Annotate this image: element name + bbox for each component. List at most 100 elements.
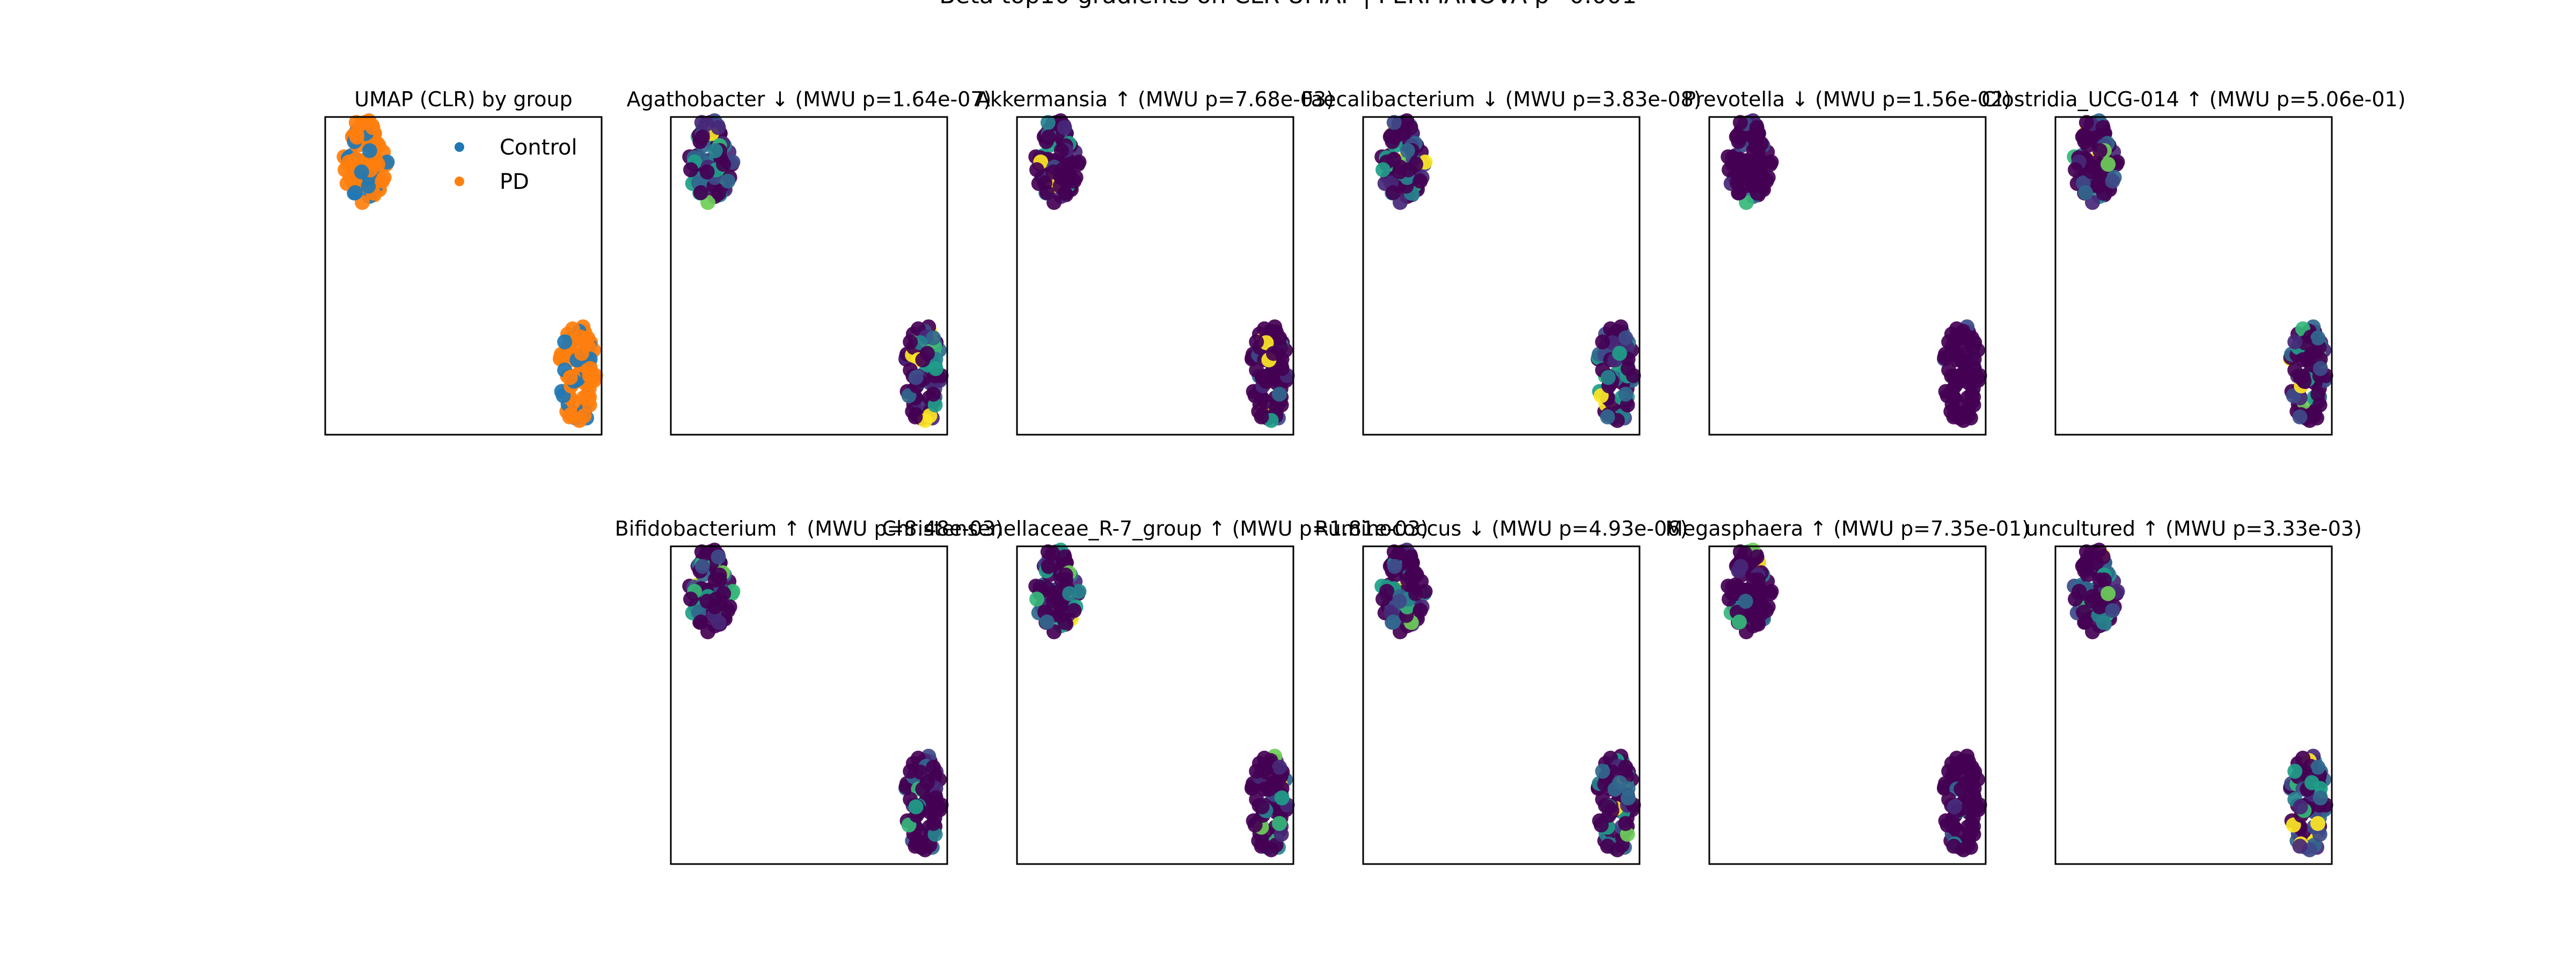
- data-point: [1618, 816, 1633, 831]
- panel-frame: [1708, 545, 1987, 865]
- data-point: [2092, 143, 2107, 158]
- data-point: [349, 129, 364, 145]
- data-point: [1029, 162, 1044, 178]
- panel-6: Bifidobacterium ↑ (MWU p=8.48e-03): [615, 517, 1003, 865]
- data-point: [908, 370, 924, 385]
- data-point: [1041, 559, 1056, 574]
- data-point: [908, 799, 924, 815]
- panel-frame: [324, 116, 603, 436]
- legend-marker: [455, 142, 464, 152]
- data-point: [1966, 790, 1982, 806]
- data-point: [908, 409, 923, 425]
- panel-frame: [1362, 545, 1641, 865]
- data-point: [1722, 591, 1737, 607]
- data-point: [1029, 591, 1044, 607]
- data-point: [903, 334, 918, 350]
- panel-title: Prevotella ↓ (MWU p=1.56e-02): [1684, 87, 2011, 111]
- data-point: [1045, 594, 1061, 609]
- data-point: [707, 572, 723, 588]
- data-point: [1045, 164, 1061, 180]
- data-point: [1274, 790, 1290, 806]
- data-point: [2079, 115, 2094, 130]
- data-point: [2079, 544, 2094, 560]
- data-point: [2304, 775, 2319, 791]
- data-point: [580, 386, 595, 402]
- panel-5: Clostridia_UCG-014 ↑ (MWU p=5.06e-01): [1981, 87, 2406, 436]
- data-point: [1612, 775, 1627, 791]
- data-point: [574, 346, 589, 361]
- data-point: [1272, 330, 1287, 346]
- panel-title: Agathobacter ↓ (MWU p=1.64e-07): [627, 87, 992, 111]
- panel-title: Clostridia_UCG-014 ↑ (MWU p=5.06e-01): [1981, 87, 2405, 111]
- data-point: [1413, 173, 1428, 189]
- data-point: [562, 409, 577, 425]
- data-point: [2084, 164, 2099, 180]
- data-point: [1732, 115, 1748, 130]
- data-point: [720, 603, 736, 618]
- legend-label: Control: [500, 135, 577, 160]
- data-point: [2095, 549, 2111, 565]
- data-point: [1620, 361, 1636, 376]
- data-point: [693, 614, 708, 630]
- data-point: [1958, 346, 1973, 361]
- data-point: [1722, 162, 1737, 178]
- data-point: [557, 334, 573, 350]
- data-point: [1732, 544, 1748, 560]
- data-point: [370, 157, 386, 172]
- data-point: [2310, 759, 2326, 775]
- data-point: [2079, 559, 2095, 574]
- data-point: [2312, 790, 2328, 806]
- data-point: [1392, 164, 1407, 180]
- data-point: [903, 764, 918, 779]
- data-point: [1413, 603, 1428, 618]
- data-point: [1600, 838, 1615, 854]
- data-point: [1062, 586, 1078, 602]
- data-point: [919, 346, 935, 361]
- data-point: [1062, 157, 1078, 172]
- panel-title: Megasphaera ↑ (MWU p=7.35e-01): [1665, 517, 2030, 540]
- data-point: [694, 129, 710, 145]
- data-point: [1749, 120, 1765, 135]
- data-point: [683, 591, 698, 607]
- data-point: [1618, 386, 1633, 402]
- data-point: [1400, 143, 1415, 158]
- data-point: [1964, 330, 1980, 346]
- data-point: [354, 164, 369, 180]
- data-point: [1731, 614, 1747, 630]
- panel-8: Ruminococcus ↓ (MWU p=4.93e-06): [1315, 517, 1688, 865]
- data-point: [1754, 157, 1770, 172]
- data-point: [348, 115, 364, 130]
- data-point: [1966, 361, 1982, 376]
- data-point: [1731, 185, 1747, 200]
- data-point: [707, 143, 723, 158]
- legend-marker: [455, 177, 464, 186]
- panel-frame: [1362, 116, 1641, 436]
- data-point: [1733, 129, 1748, 145]
- data-point: [683, 162, 698, 178]
- panel-frame: [670, 545, 948, 865]
- data-point: [2068, 591, 2083, 607]
- data-point: [1375, 162, 1391, 178]
- data-point: [1066, 603, 1082, 618]
- panel-0: UMAP (CLR) by group Control PD: [324, 87, 603, 436]
- figure-suptitle: Beta top10 gradients on CLR UMAP | PERMA…: [939, 0, 1637, 9]
- data-point: [1618, 330, 1634, 346]
- data-point: [1272, 816, 1287, 831]
- data-point: [2310, 330, 2326, 346]
- data-point: [2077, 185, 2093, 200]
- data-point: [1387, 559, 1402, 574]
- panel-frame: [670, 116, 948, 436]
- data-point: [1400, 572, 1415, 588]
- data-point: [375, 173, 390, 189]
- data-point: [580, 330, 596, 346]
- data-point: [1941, 334, 1957, 350]
- data-point: [2310, 386, 2325, 402]
- data-point: [2312, 361, 2328, 376]
- panel-title: Faecalibacterium ↓ (MWU p=3.83e-08): [1301, 87, 1701, 111]
- data-point: [2084, 594, 2099, 609]
- panels: UMAP (CLR) by group Control PD Agathobacter…: [324, 87, 2406, 865]
- data-point: [1946, 838, 1962, 854]
- data-point: [1946, 799, 1962, 815]
- data-point: [693, 185, 708, 200]
- data-point: [1057, 549, 1072, 565]
